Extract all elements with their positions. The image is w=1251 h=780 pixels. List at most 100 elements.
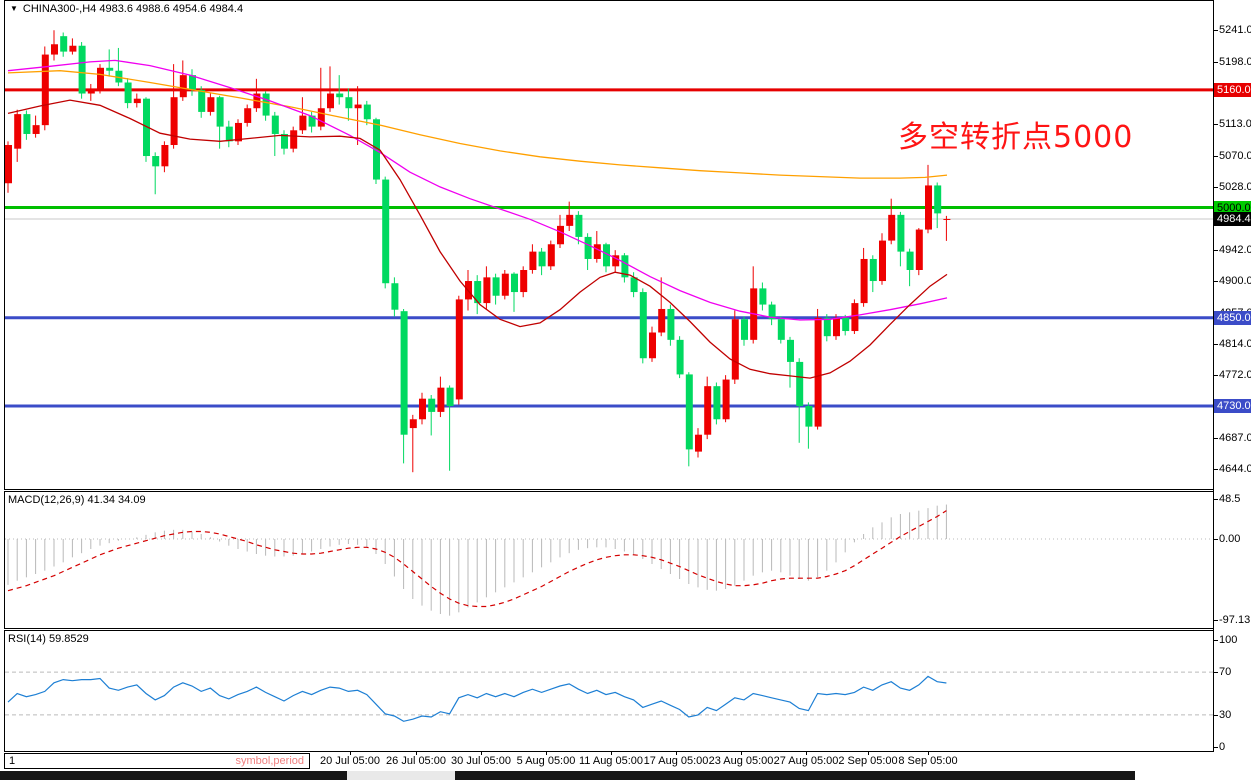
candle-body	[235, 122, 242, 142]
date-label: 5 Aug 05:00	[516, 755, 576, 767]
annotation-text: 多空转折点5000	[898, 120, 1134, 155]
price-badge-5000.0: 5000.0	[1214, 201, 1251, 215]
candle-body	[14, 114, 22, 149]
candle-body	[842, 317, 850, 332]
candle-body	[244, 108, 252, 123]
window-edge-segment	[455, 771, 1135, 780]
collapse-triangle-icon[interactable]: ▼	[10, 4, 18, 13]
candle-body	[547, 244, 555, 267]
candle-body	[879, 240, 886, 282]
candle-body	[630, 277, 638, 293]
date-label: 30 Jul 05:00	[451, 755, 511, 767]
candle-body	[345, 97, 353, 109]
date-label: 27 Aug 05:00	[773, 755, 839, 767]
candle-body	[676, 339, 684, 375]
candle-body	[621, 255, 629, 278]
price-ticklabel: 5198.0	[1219, 56, 1251, 68]
candle-body	[833, 317, 840, 337]
candle-body	[658, 308, 666, 333]
price-tickmark	[1214, 375, 1218, 376]
candle-body	[373, 119, 380, 180]
candle-body	[225, 126, 233, 142]
macd-indicator-label: MACD(12,26,9) 41.34 34.09	[8, 494, 146, 506]
candle-body	[860, 258, 868, 304]
price-tickmark	[1214, 344, 1218, 345]
candle-body	[455, 299, 463, 400]
status-corner-box: 1 symbol,period	[4, 753, 310, 769]
price-ticklabel: 5113.0	[1219, 118, 1251, 130]
candle-body	[216, 97, 224, 127]
price-tickmark	[1214, 187, 1218, 188]
candle-body	[897, 214, 905, 252]
price-ticklabel: 4900.0	[1219, 275, 1251, 287]
candle-body	[731, 319, 739, 380]
ma-mid-line	[7, 59, 948, 321]
candle-body	[281, 133, 288, 149]
candle-body	[124, 82, 132, 104]
rsi-tickmark	[1214, 747, 1218, 748]
candle-body	[667, 308, 675, 340]
candle-body	[419, 398, 426, 420]
price-tickmark	[1214, 156, 1218, 157]
macd-signal-line	[7, 510, 947, 608]
window-edge-segment	[1135, 771, 1251, 780]
candle-body	[32, 125, 40, 134]
horizontal-levels	[5, 88, 1213, 408]
candle-body	[814, 317, 822, 427]
price-ticklabel: 5241.0	[1219, 24, 1251, 36]
rsi-panel[interactable]	[4, 630, 1214, 752]
rsi-ticklabel: 0	[1219, 741, 1226, 753]
candle-body	[511, 273, 518, 293]
price-ticklabel: 4814.0	[1219, 338, 1251, 350]
rsi-tickmark	[1214, 672, 1218, 673]
price-tickmark	[1214, 124, 1218, 125]
candle-body	[584, 236, 592, 259]
bar-index-label: 1	[9, 755, 16, 767]
rsi-tickmark	[1214, 715, 1218, 716]
rsi-ticklabel: 70	[1219, 666, 1232, 678]
chart-canvas[interactable]	[0, 0, 1251, 752]
macd-tickmark	[1214, 499, 1218, 500]
candle-body	[851, 303, 859, 332]
macd-panel[interactable]	[4, 491, 1214, 629]
price-badge-4730.0: 4730.0	[1214, 399, 1251, 413]
candle-body	[685, 374, 693, 450]
candle-body	[446, 387, 454, 407]
candle-body	[87, 89, 95, 94]
date-label: 26 Jul 05:00	[386, 755, 446, 767]
candle-body	[189, 75, 196, 90]
date-label: 23 Aug 05:00	[708, 755, 774, 767]
candle-body	[759, 288, 767, 305]
candle-body	[639, 292, 647, 359]
rsi-indicator-label: RSI(14) 59.8529	[8, 633, 89, 645]
candle-body	[78, 45, 86, 94]
price-tickmark	[1214, 469, 1218, 470]
rsi-line	[7, 675, 947, 722]
candle-body	[327, 93, 334, 109]
candle-body	[888, 214, 896, 241]
candle-body	[382, 179, 390, 284]
candle-body	[60, 36, 68, 52]
candle-body	[336, 93, 344, 98]
candle-body	[290, 130, 298, 149]
candle-body	[23, 114, 31, 134]
rsi-ticklabel: 100	[1219, 634, 1238, 646]
price-ticklabel: 4687.0	[1219, 432, 1251, 444]
candle-body	[593, 244, 601, 259]
price-ticklabel: 4772.0	[1219, 369, 1251, 381]
candle-body	[41, 54, 49, 126]
chart-title: ▼ CHINA300-,H4 4983.6 4988.6 4954.6 4984.…	[10, 3, 243, 15]
candle-body	[869, 258, 877, 282]
candle-body	[483, 277, 491, 304]
candle-body	[207, 97, 215, 112]
candle-body	[428, 398, 436, 412]
candles	[5, 30, 951, 473]
candle-body	[198, 89, 206, 112]
candle-body	[566, 214, 574, 226]
candle-body	[603, 244, 610, 267]
window-edge-segment	[347, 771, 455, 780]
price-tickmark	[1214, 62, 1218, 63]
candle-body	[934, 185, 942, 214]
date-tickmark	[868, 752, 869, 755]
price-tickmark	[1214, 281, 1218, 282]
